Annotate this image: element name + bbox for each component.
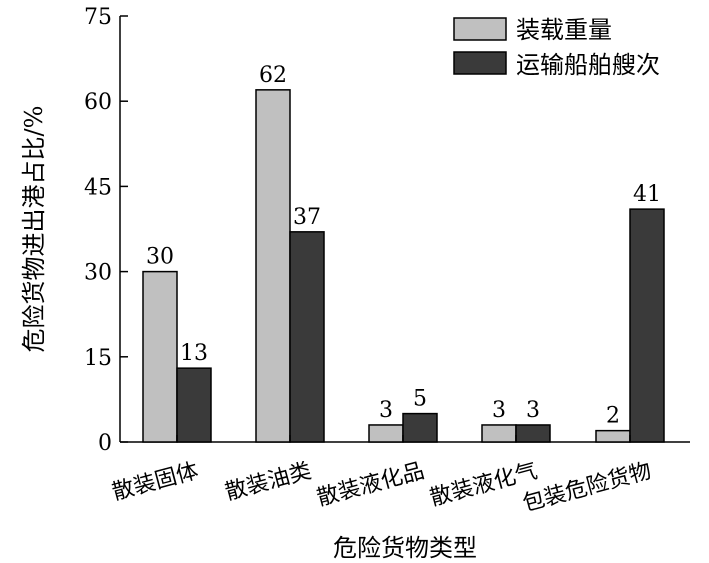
legend: 装载重量 运输船舶艘次 (453, 16, 660, 79)
bars (142, 89, 665, 443)
bar-2-5 (629, 208, 665, 443)
y-tick-label-3: 45 (84, 175, 112, 200)
data-label-1-5: 2 (606, 404, 620, 429)
legend-swatch-series-2 (453, 51, 507, 75)
data-label-1-1: 30 (146, 245, 174, 270)
bar-1-5 (595, 429, 631, 443)
y-tick-label-4: 60 (84, 90, 112, 115)
legend-label-series-1: 装载重量 (516, 16, 612, 44)
category-label-1: 散装固体 (110, 459, 201, 506)
data-label-2-3: 5 (413, 387, 427, 412)
y-ticks: 0 15 30 45 60 75 (84, 5, 128, 456)
bar-1-3 (368, 424, 404, 443)
bar-2-3 (402, 412, 438, 443)
bar-2-4 (515, 424, 551, 443)
data-label-2-5: 41 (633, 182, 661, 207)
data-label-2-1: 13 (180, 341, 208, 366)
bar-1-4 (481, 424, 517, 443)
data-label-1-2: 62 (259, 63, 287, 88)
y-tick-label-2: 30 (84, 261, 112, 286)
data-label-1-3: 3 (379, 398, 393, 423)
data-label-2-4: 3 (526, 398, 540, 423)
data-label-1-4: 3 (492, 398, 506, 423)
bar-2-1 (176, 367, 212, 443)
y-tick-label-1: 15 (84, 346, 112, 371)
legend-label-series-2: 运输船舶艘次 (516, 51, 660, 79)
bar-1-1 (142, 270, 178, 443)
y-tick-label-5: 75 (84, 5, 112, 30)
bar-2-2 (289, 231, 325, 443)
bar-1-2 (255, 89, 291, 443)
y-axis-title: 危险货物进出港占比/% (20, 106, 48, 353)
legend-swatch-series-1 (453, 17, 507, 41)
category-label-3: 散装液化品 (314, 459, 427, 512)
category-label-5: 包装危险货物 (520, 459, 654, 517)
y-tick-label-0: 0 (98, 431, 112, 456)
x-axis-title: 危险货物类型 (333, 534, 477, 562)
data-label-2-2: 37 (293, 205, 321, 230)
category-label-2: 散装油类 (223, 459, 314, 506)
